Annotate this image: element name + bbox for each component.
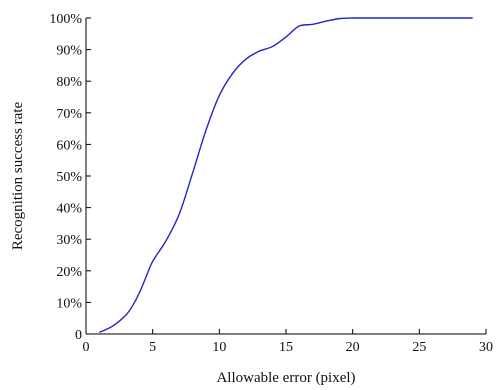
y-tick-label: 50% — [56, 170, 82, 185]
x-tick-label: 15 — [279, 340, 293, 355]
x-tick-label: 20 — [346, 340, 360, 355]
y-tick-label: 80% — [56, 75, 82, 90]
tick-marks — [85, 17, 487, 335]
x-tick-label: 10 — [212, 340, 226, 355]
y-tick-label: 20% — [56, 265, 82, 280]
axes — [85, 18, 486, 335]
x-tick-label: 5 — [149, 340, 156, 355]
y-tick-label: 0 — [75, 328, 82, 343]
success-rate-line — [99, 17, 473, 334]
x-tick-label: 25 — [412, 340, 426, 355]
x-tick-label: 0 — [83, 340, 90, 355]
y-tick-label: 60% — [56, 138, 82, 153]
y-tick-label: 100% — [49, 12, 82, 27]
y-tick-label: 90% — [56, 44, 82, 59]
y-tick-label: 30% — [56, 233, 82, 248]
x-tick-label: 30 — [479, 340, 493, 355]
y-tick-label: 70% — [56, 107, 82, 122]
x-tick-labels: 0 5 10 15 20 25 30 — [83, 340, 494, 355]
x-axis-title: Allowable error (pixel) — [216, 370, 355, 385]
series-lines — [99, 17, 473, 334]
y-axis-title: Recognition success rate — [10, 102, 26, 251]
y-tick-label: 10% — [56, 296, 82, 311]
y-tick-labels: 0 10% 20% 30% 40% 50% 60% 70% 80% 90% 100% — [49, 12, 82, 343]
y-tick-label: 40% — [56, 202, 82, 217]
